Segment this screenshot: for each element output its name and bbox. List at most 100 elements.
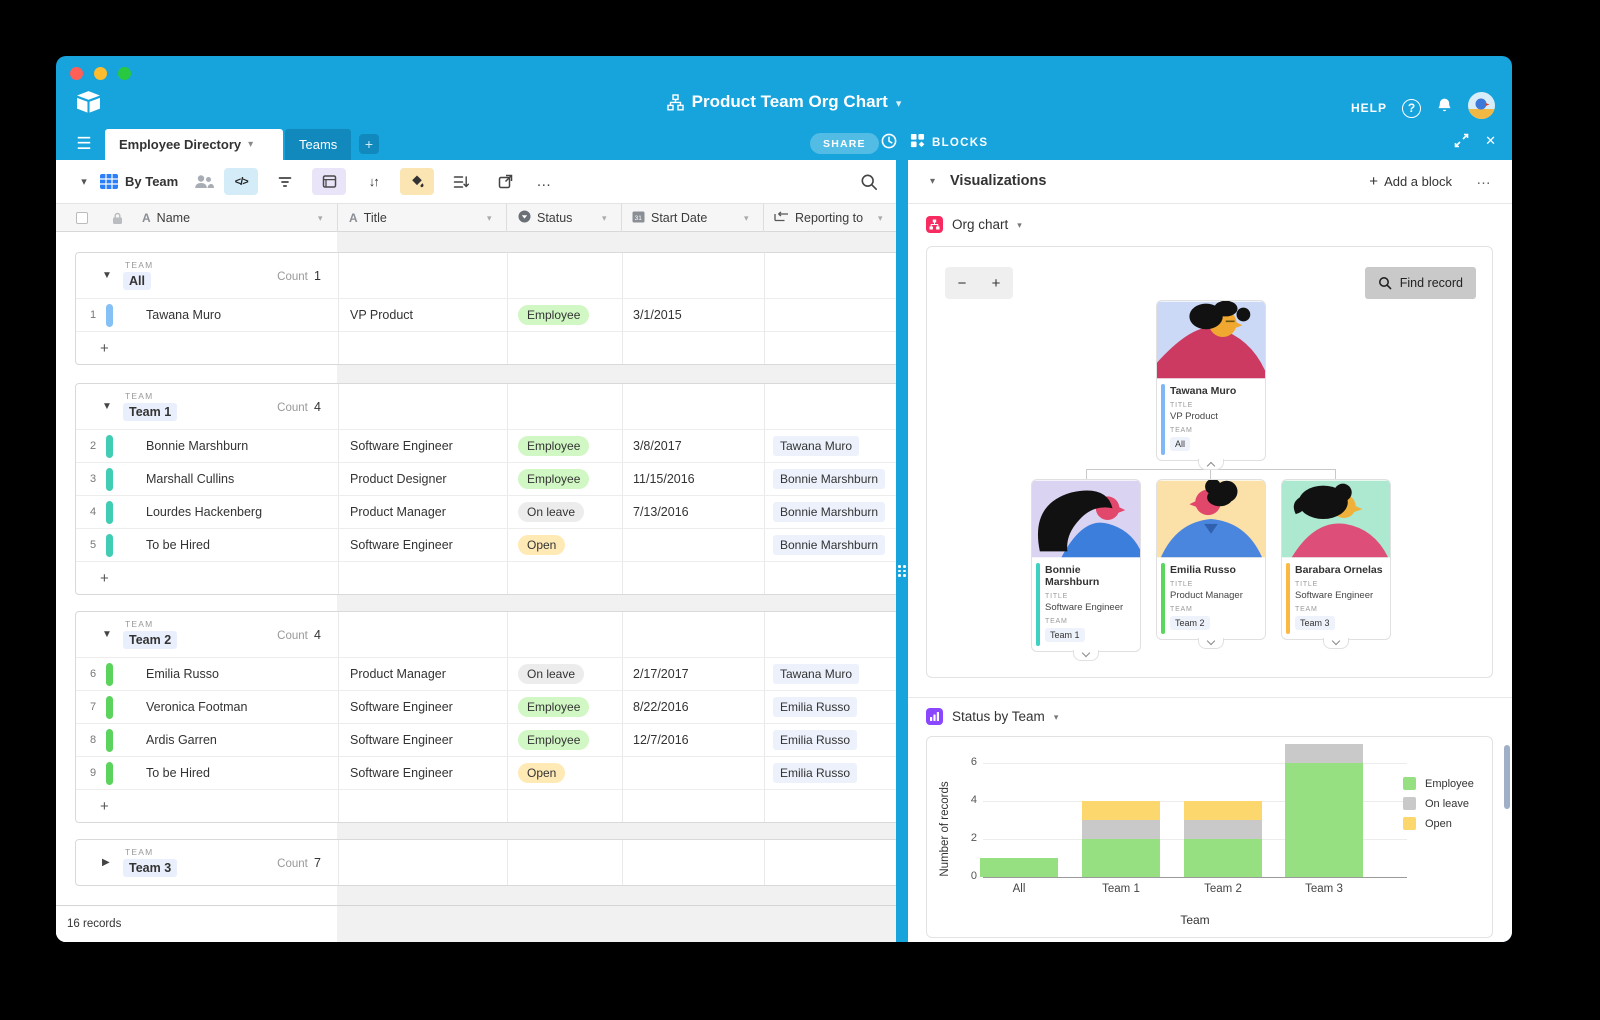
status-chart-block-title[interactable]: Status by Team ▾: [926, 708, 1058, 725]
base-title[interactable]: Product Team Org Chart ▾: [56, 92, 1512, 112]
start-date-cell[interactable]: 8/22/2016: [633, 700, 689, 714]
reporting-to-cell[interactable]: Bonnie Marshburn: [764, 529, 896, 561]
status-cell[interactable]: Employee: [507, 724, 622, 756]
table-row[interactable]: 7 Veronica Footman Software Engineer Employ…: [76, 690, 896, 723]
expand-node-tab[interactable]: [1323, 636, 1349, 649]
group-collapse-icon[interactable]: ▼: [102, 629, 112, 640]
expand-panel-icon[interactable]: [1454, 133, 1469, 153]
group-header[interactable]: ▼ TEAM Team 1 Count 4: [76, 384, 896, 429]
view-name[interactable]: By Team: [125, 174, 179, 189]
table-row[interactable]: 5 To be Hired Software Engineer Open Bonnie …: [76, 528, 896, 561]
status-cell[interactable]: Open: [507, 757, 622, 789]
airtable-logo-icon[interactable]: [75, 90, 102, 120]
group-header[interactable]: ▶ TEAM Team 3 Count 7: [76, 840, 896, 885]
add-record-row[interactable]: +: [76, 561, 896, 594]
history-icon[interactable]: [880, 132, 898, 155]
table-row[interactable]: 9 To be Hired Software Engineer Open Emilia …: [76, 756, 896, 789]
reporting-to-cell[interactable]: Bonnie Marshburn: [764, 463, 896, 495]
zoom-in-button[interactable]: +: [991, 274, 1001, 292]
org-chart-card[interactable]: Emilia Russo TITLE Product Manager TEAM Team…: [1156, 479, 1266, 649]
table-row[interactable]: 2 Bonnie Marshburn Software Engineer Employ…: [76, 429, 896, 462]
org-chart-card[interactable]: Barabara Ornelas TITLE Software Engineer TE…: [1281, 479, 1391, 649]
collaborators-icon[interactable]: [194, 168, 215, 195]
org-chart-card[interactable]: Bonnie Marshburn TITLE Software Engineer TE…: [1031, 479, 1141, 661]
filter-button[interactable]: [268, 168, 302, 195]
select-all-checkbox[interactable]: [76, 204, 88, 232]
table-row[interactable]: 6 Emilia Russo Product Manager On leave 2/17…: [76, 657, 896, 690]
group-collapse-icon[interactable]: ▶: [102, 857, 110, 868]
add-table-button[interactable]: +: [359, 134, 379, 154]
start-date-cell[interactable]: 2/17/2017: [633, 667, 689, 681]
title-cell[interactable]: Product Designer: [350, 472, 447, 486]
column-header-status[interactable]: Status: [518, 204, 572, 232]
share-view-button[interactable]: [488, 168, 522, 195]
reporting-to-cell[interactable]: Emilia Russo: [764, 724, 896, 756]
group-button[interactable]: [312, 168, 347, 195]
title-cell[interactable]: Product Manager: [350, 667, 446, 681]
name-cell[interactable]: 2 Bonnie Marshburn: [76, 430, 338, 462]
add-record-row[interactable]: +: [76, 789, 896, 822]
name-cell[interactable]: 7 Veronica Footman: [76, 691, 338, 723]
more-options-icon[interactable]: …: [536, 173, 553, 190]
name-cell[interactable]: 8 Ardis Garren: [76, 724, 338, 756]
status-cell[interactable]: On leave: [507, 496, 622, 528]
collapse-node-tab[interactable]: [1198, 459, 1224, 471]
group-header[interactable]: ▼ TEAM Team 2 Count 4: [76, 612, 896, 657]
table-row[interactable]: 3 Marshall Cullins Product Designer Employe…: [76, 462, 896, 495]
status-cell[interactable]: Open: [507, 529, 622, 561]
api-code-button[interactable]: </>: [224, 168, 259, 195]
start-date-cell[interactable]: 11/15/2016: [633, 472, 695, 486]
find-record-button[interactable]: Find record: [1364, 267, 1476, 299]
minimize-window-button[interactable]: [94, 67, 107, 80]
color-button[interactable]: [400, 168, 435, 195]
zoom-window-button[interactable]: [118, 67, 131, 80]
start-date-cell[interactable]: 3/8/2017: [633, 439, 682, 453]
close-panel-icon[interactable]: ✕: [1485, 133, 1496, 148]
table-row[interactable]: 1 Tawana Muro VP Product Employee 3/1/2015: [76, 298, 896, 331]
collapse-section-icon[interactable]: ▾: [930, 176, 936, 187]
start-date-cell[interactable]: 12/7/2016: [633, 733, 689, 747]
name-cell[interactable]: 1 Tawana Muro: [76, 299, 338, 331]
add-record-row[interactable]: +: [76, 331, 896, 364]
panel-scrollbar[interactable]: [1504, 745, 1510, 809]
status-cell[interactable]: Employee: [507, 691, 622, 723]
title-cell[interactable]: Product Manager: [350, 505, 446, 519]
reporting-to-cell[interactable]: Emilia Russo: [764, 757, 896, 789]
tab-teams[interactable]: Teams: [285, 129, 352, 160]
column-header-start-date[interactable]: 31 Start Date: [632, 204, 707, 232]
title-cell[interactable]: Software Engineer: [350, 766, 453, 780]
start-date-cell[interactable]: [622, 757, 764, 789]
help-circle-icon[interactable]: ?: [1402, 98, 1421, 118]
search-icon[interactable]: [860, 168, 878, 195]
share-button[interactable]: SHARE: [810, 133, 879, 154]
group-collapse-icon[interactable]: ▼: [102, 270, 112, 281]
table-row[interactable]: 8 Ardis Garren Software Engineer Employee 12…: [76, 723, 896, 756]
name-cell[interactable]: 5 To be Hired: [76, 529, 338, 561]
name-cell[interactable]: 3 Marshall Cullins: [76, 463, 338, 495]
name-cell[interactable]: 9 To be Hired: [76, 757, 338, 789]
status-cell[interactable]: Employee: [507, 430, 622, 462]
title-cell[interactable]: VP Product: [350, 308, 414, 322]
status-cell[interactable]: Employee: [507, 299, 622, 331]
org-chart-block-title[interactable]: Org chart ▾: [926, 216, 1022, 233]
start-date-cell[interactable]: [622, 529, 764, 561]
tab-employee-directory[interactable]: Employee Directory ▾: [105, 129, 283, 160]
collapse-views-icon[interactable]: ▾: [81, 176, 87, 188]
start-date-cell[interactable]: 3/1/2015: [633, 308, 682, 322]
start-date-cell[interactable]: 7/13/2016: [633, 505, 689, 519]
status-cell[interactable]: On leave: [507, 658, 622, 690]
reporting-to-cell[interactable]: [764, 299, 896, 331]
reporting-to-cell[interactable]: Emilia Russo: [764, 691, 896, 723]
title-cell[interactable]: Software Engineer: [350, 439, 453, 453]
expand-node-tab[interactable]: [1073, 648, 1099, 661]
pane-resize-handle[interactable]: [896, 160, 908, 942]
expand-node-tab[interactable]: [1198, 636, 1224, 649]
column-header-reporting-to[interactable]: Reporting to: [774, 204, 863, 232]
org-chart-card[interactable]: Tawana Muro TITLE VP Product TEAM All: [1156, 300, 1266, 471]
section-more-icon[interactable]: …: [1476, 171, 1492, 188]
sidebar-menu-icon[interactable]: ☰: [76, 134, 92, 153]
group-header[interactable]: ▼ TEAM All Count 1: [76, 253, 896, 298]
reporting-to-cell[interactable]: Tawana Muro: [764, 658, 896, 690]
name-cell[interactable]: 6 Emilia Russo: [76, 658, 338, 690]
title-cell[interactable]: Software Engineer: [350, 733, 453, 747]
